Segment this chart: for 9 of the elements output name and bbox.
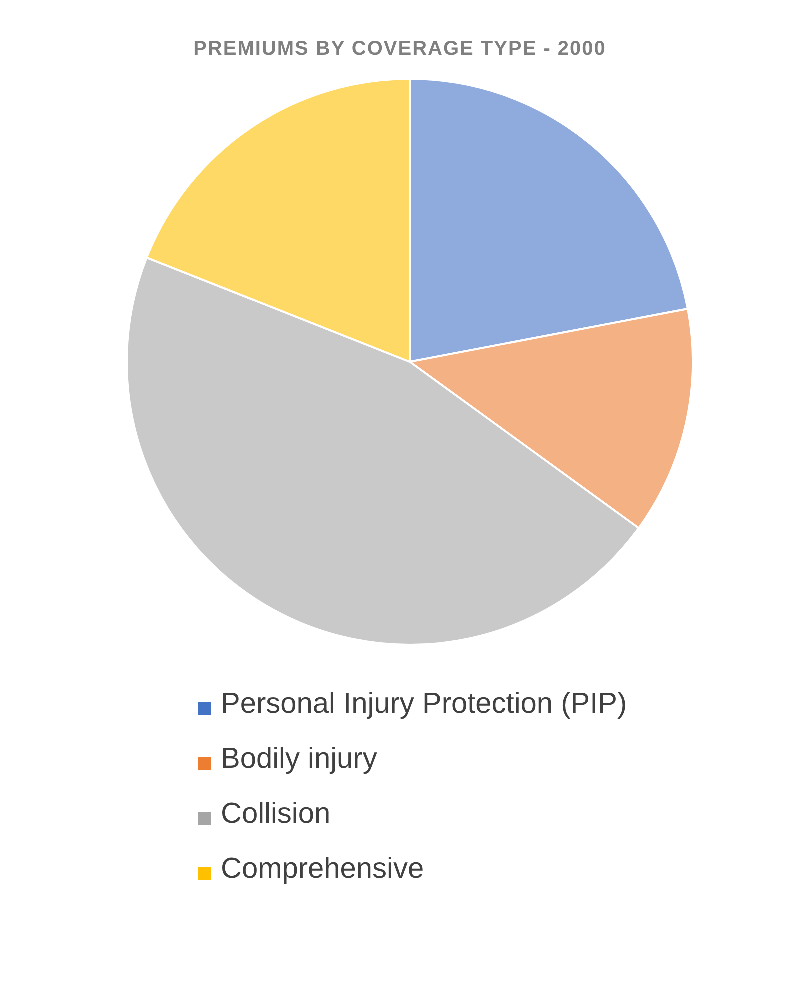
legend-label: Comprehensive: [221, 853, 424, 885]
legend-label: Personal Injury Protection (PIP): [221, 688, 628, 720]
legend-label: Bodily injury: [221, 743, 378, 775]
pie-slice: [409, 308, 694, 530]
legend-label: Collision: [221, 798, 331, 830]
chart-title: PREMIUMS BY COVERAGE TYPE - 2000: [192, 38, 608, 61]
pie-slice: [126, 256, 640, 646]
pie-slice: [146, 78, 411, 363]
pie-slice: [409, 78, 689, 363]
